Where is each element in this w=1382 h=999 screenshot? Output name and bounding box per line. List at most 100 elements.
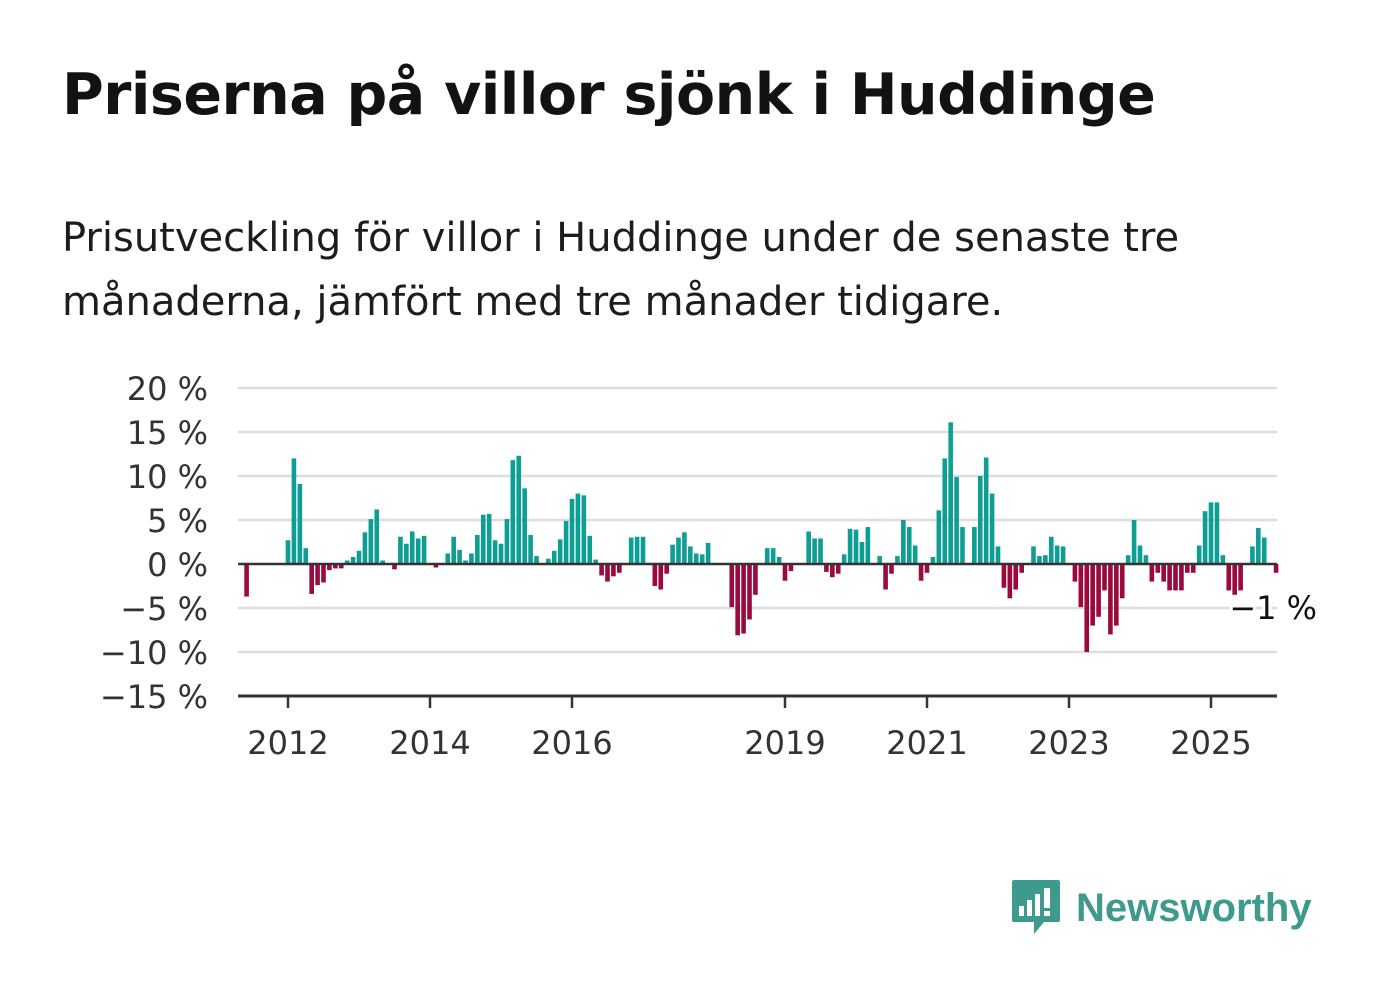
bar: [693, 553, 699, 564]
bar: [859, 542, 865, 564]
bar: [1102, 564, 1107, 591]
bar: [1273, 564, 1279, 573]
bar: [303, 548, 309, 564]
bar: [492, 540, 498, 564]
x-tick-label: 2014: [389, 724, 470, 762]
bar: [338, 564, 344, 569]
bar: [906, 527, 912, 564]
bar: [895, 556, 900, 564]
bar: [1167, 564, 1172, 591]
bar: [575, 493, 581, 564]
bar: [546, 558, 551, 564]
bar: [469, 553, 474, 564]
bar: [1114, 564, 1119, 626]
bar: [841, 554, 847, 564]
y-tick-label: 20 %: [127, 370, 208, 408]
bar: [1261, 537, 1267, 564]
bar: [782, 564, 788, 581]
chart-title: Priserna på villor sjönk i Huddinge: [62, 62, 1156, 128]
bar: [291, 458, 297, 564]
x-tick-label: 2025: [1170, 724, 1251, 762]
y-tick-label: 0 %: [147, 546, 208, 584]
bar: [421, 535, 427, 564]
bar: [356, 550, 362, 564]
bar: [835, 564, 841, 574]
bar: [1220, 555, 1226, 564]
bar: [948, 422, 953, 564]
bar: [297, 483, 303, 564]
bar: [995, 546, 1001, 564]
bar: [1190, 564, 1196, 573]
bar: [729, 564, 735, 608]
bar: [498, 543, 504, 564]
bar: [593, 559, 598, 564]
x-tick-label: 2023: [1028, 724, 1109, 762]
x-tick-label: 2012: [247, 724, 328, 762]
bar: [688, 546, 693, 564]
bar: [457, 549, 462, 564]
bar: [1037, 556, 1042, 564]
bar: [853, 529, 859, 564]
y-tick-label: −15 %: [100, 678, 208, 716]
bar: [534, 556, 539, 564]
bar: [321, 564, 326, 583]
x-tick-label: 2021: [886, 724, 967, 762]
bar: [936, 510, 942, 564]
bar: [1072, 564, 1078, 582]
bar: [901, 520, 906, 564]
bar: [628, 537, 634, 564]
bar: [463, 560, 468, 564]
bar: [451, 536, 456, 564]
bar: [1173, 564, 1178, 591]
bar: [1149, 564, 1155, 582]
bar: [409, 531, 415, 564]
bar: [1250, 546, 1255, 564]
last-value-label: −1 %: [1229, 589, 1317, 627]
bar: [1232, 564, 1237, 595]
bar: [404, 543, 409, 564]
bar: [1161, 564, 1166, 582]
bar: [1202, 511, 1208, 564]
bar: [1060, 546, 1066, 564]
bar: [1048, 536, 1054, 564]
bar: [480, 514, 486, 564]
brand-name: Newsworthy: [1076, 885, 1312, 930]
bar: [392, 564, 397, 570]
bar: [315, 564, 320, 586]
bar: [983, 457, 989, 564]
bar: [1084, 564, 1090, 652]
bar: [818, 538, 823, 564]
bar: [563, 520, 569, 564]
bar: [445, 553, 451, 564]
bar: [415, 538, 421, 564]
bar: [1078, 564, 1084, 608]
bar: [285, 540, 291, 564]
bar: [942, 458, 948, 564]
bar: [475, 534, 480, 564]
bar: [824, 564, 829, 572]
brand-logo: Newsworthy: [1010, 878, 1312, 938]
y-tick-label: 15 %: [127, 414, 208, 452]
y-tick-label: 5 %: [147, 502, 208, 540]
bar: [954, 476, 959, 564]
bar: [362, 532, 368, 564]
bar: [344, 560, 350, 564]
bar: [1196, 545, 1202, 564]
y-tick-label: −5 %: [120, 590, 208, 628]
y-tick-label: −10 %: [100, 634, 208, 672]
bar: [1238, 564, 1243, 591]
bar: [972, 527, 977, 564]
bar: [486, 513, 492, 564]
bar: [605, 564, 610, 582]
bar: [658, 564, 664, 590]
bar: [1043, 555, 1048, 564]
bar: [770, 548, 776, 564]
bar: [883, 564, 888, 590]
bar: [380, 560, 385, 564]
bar: [1031, 546, 1036, 564]
bar: [1054, 545, 1060, 564]
bar: [788, 564, 794, 572]
bar: [1256, 527, 1261, 564]
bar: [516, 455, 522, 564]
